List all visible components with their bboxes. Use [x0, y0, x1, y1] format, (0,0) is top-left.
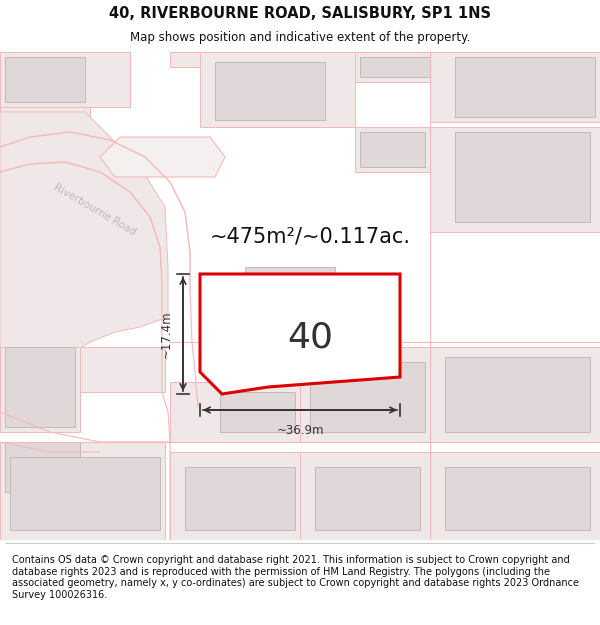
Polygon shape — [170, 452, 300, 540]
Text: 40: 40 — [287, 320, 333, 354]
Polygon shape — [300, 347, 430, 442]
Polygon shape — [310, 362, 425, 432]
Polygon shape — [5, 347, 75, 427]
Polygon shape — [200, 274, 400, 394]
Polygon shape — [10, 457, 160, 530]
Text: Riverbourne Road: Riverbourne Road — [52, 182, 138, 238]
Polygon shape — [360, 57, 430, 77]
Text: ~36.9m: ~36.9m — [276, 424, 324, 437]
Polygon shape — [360, 132, 425, 167]
Polygon shape — [355, 52, 430, 82]
Text: ~475m²/~0.117ac.: ~475m²/~0.117ac. — [209, 227, 410, 247]
Text: Contains OS data © Crown copyright and database right 2021. This information is : Contains OS data © Crown copyright and d… — [12, 555, 579, 600]
Polygon shape — [0, 112, 168, 422]
Polygon shape — [455, 57, 595, 117]
Text: 40, RIVERBOURNE ROAD, SALISBURY, SP1 1NS: 40, RIVERBOURNE ROAD, SALISBURY, SP1 1NS — [109, 6, 491, 21]
Polygon shape — [80, 347, 165, 392]
Polygon shape — [445, 467, 590, 530]
Polygon shape — [100, 137, 225, 177]
Polygon shape — [0, 107, 90, 157]
Polygon shape — [315, 467, 420, 530]
Polygon shape — [445, 357, 590, 432]
Polygon shape — [5, 57, 85, 102]
Polygon shape — [300, 452, 430, 540]
Polygon shape — [220, 392, 295, 432]
Polygon shape — [355, 127, 430, 172]
Text: Map shows position and indicative extent of the property.: Map shows position and indicative extent… — [130, 31, 470, 44]
Polygon shape — [170, 52, 200, 67]
Polygon shape — [0, 442, 165, 540]
Polygon shape — [170, 382, 300, 442]
Polygon shape — [5, 442, 80, 492]
Polygon shape — [430, 52, 600, 122]
Polygon shape — [215, 62, 325, 120]
Polygon shape — [200, 52, 355, 127]
Polygon shape — [430, 452, 600, 540]
Polygon shape — [430, 347, 600, 442]
Polygon shape — [245, 267, 335, 352]
Polygon shape — [430, 127, 600, 232]
Polygon shape — [455, 132, 590, 222]
Polygon shape — [0, 347, 80, 432]
Text: ~17.4m: ~17.4m — [160, 310, 173, 358]
Polygon shape — [185, 467, 295, 530]
Polygon shape — [0, 52, 130, 107]
